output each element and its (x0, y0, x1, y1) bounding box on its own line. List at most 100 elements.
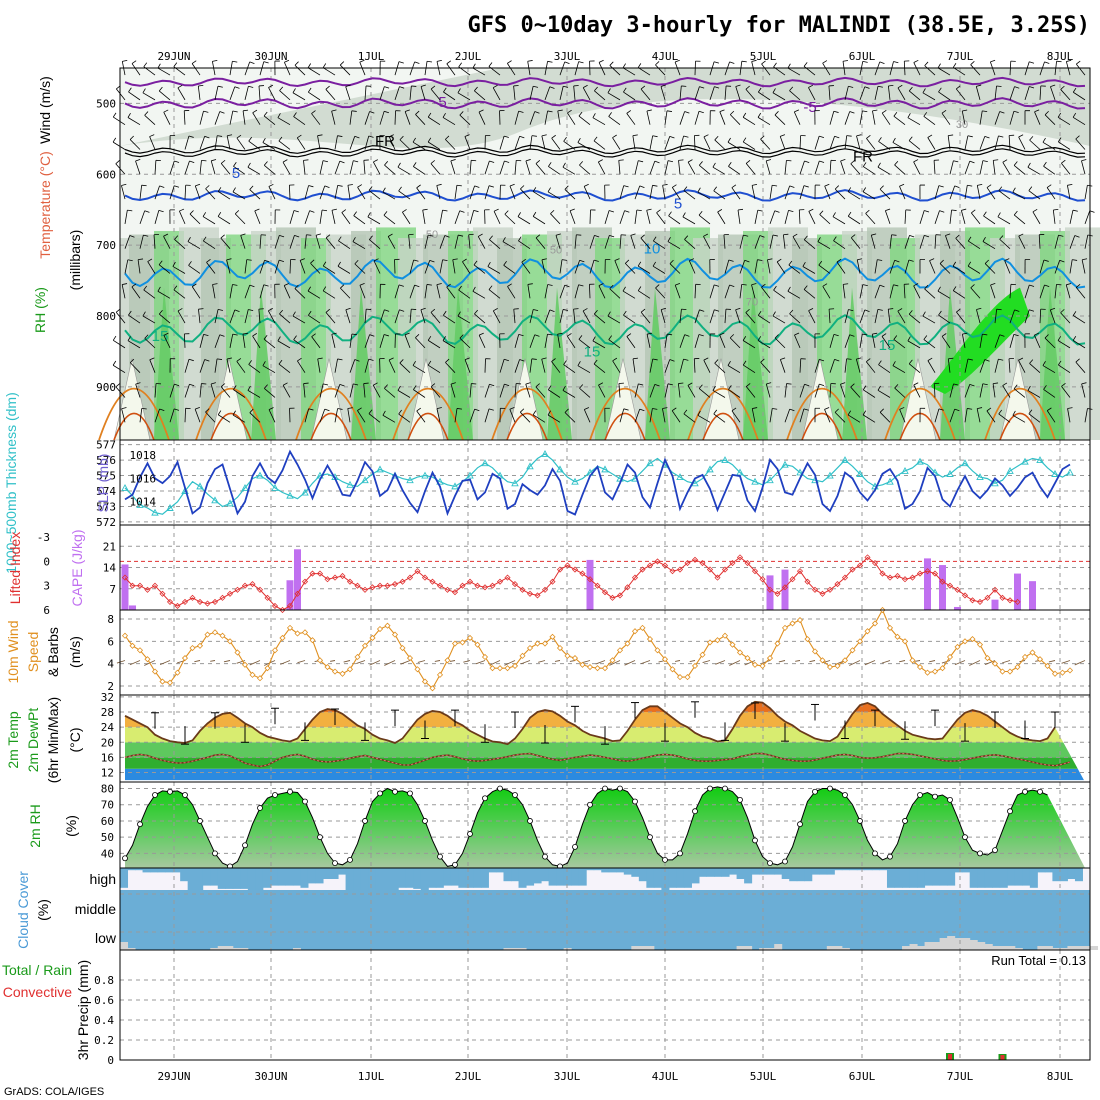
wind-barb (159, 660, 171, 666)
li-marker (864, 554, 871, 561)
wind-barb (840, 384, 846, 398)
wind-barb (593, 136, 598, 142)
cloud-low-bar (210, 948, 219, 950)
wind-speed-marker (384, 622, 391, 629)
wind-barb (893, 61, 899, 64)
cloud-low-bar (225, 946, 234, 950)
wind-barb (908, 313, 921, 324)
wind-barb (567, 112, 576, 125)
wind-barb (1002, 385, 1011, 398)
wind-barb (514, 334, 520, 348)
cloud-high-bar (947, 868, 956, 886)
wind-barb (514, 383, 517, 398)
wind-barb (442, 340, 456, 349)
bottom-date-label: 5JUL (750, 1070, 777, 1083)
wind-barb (592, 336, 596, 342)
wind-barb (787, 286, 791, 292)
wind-barb (472, 286, 476, 292)
wind-barb (654, 160, 660, 164)
wind-barb (783, 233, 789, 236)
wind-barb (349, 110, 353, 125)
wind-barb (264, 164, 276, 175)
cloud-low-bar (292, 948, 301, 950)
wind-speed-marker (354, 653, 361, 661)
thickness-marker (781, 460, 789, 468)
wind-barb (217, 187, 222, 192)
wind-barb (513, 309, 516, 324)
wind-barb (769, 210, 776, 225)
wind-barb (121, 183, 127, 186)
wind-barb (293, 116, 306, 126)
wind-barb (757, 112, 762, 118)
wind-barb (735, 309, 741, 324)
wind-barb (757, 336, 762, 341)
wind-barb (547, 187, 551, 193)
wind-barb (594, 235, 600, 238)
wind-barb (751, 283, 757, 286)
wind-barb (339, 383, 345, 387)
wind-barb (217, 216, 231, 225)
wind-speed-marker (819, 657, 826, 664)
wind-barb (218, 191, 231, 200)
wind-barb (519, 359, 525, 362)
wind-barb (563, 364, 576, 374)
wind-barb (664, 383, 669, 398)
wind-barb (908, 90, 921, 101)
wind-barb (879, 412, 891, 423)
wind-barb (956, 308, 961, 313)
wind-barb (976, 185, 981, 200)
wind-speed-marker (631, 628, 639, 635)
cape-bar (939, 565, 946, 610)
wind-barb (1050, 86, 1056, 101)
precip-convective-label: Convective (3, 984, 72, 1000)
wind-speed-marker (391, 631, 399, 638)
wind-barb (212, 60, 218, 62)
wind-barb (192, 283, 197, 287)
wind-barb (292, 311, 296, 317)
wind-barb (1029, 284, 1035, 287)
wind-barb (979, 334, 983, 348)
li-marker (549, 578, 556, 585)
li-marker (226, 590, 234, 597)
wind-barb (368, 358, 374, 361)
cloud-high-bar (638, 868, 647, 882)
wind-barb (547, 414, 561, 423)
thickness-marker (541, 449, 549, 457)
wind-barb (679, 359, 684, 373)
wind-barb (502, 237, 506, 242)
wind-barb (1009, 334, 1015, 348)
wind-barb (293, 112, 297, 117)
wind-barb (664, 160, 669, 175)
wind-barb (773, 289, 786, 299)
li-marker (309, 570, 316, 577)
wind-barb (243, 109, 249, 112)
wind-barb (141, 184, 147, 187)
wind-barb (1081, 383, 1086, 398)
wind-barb (828, 85, 831, 100)
wind-barb (843, 283, 849, 285)
wind-barb (731, 407, 737, 412)
wind-barb (252, 112, 261, 125)
wind-barb (412, 137, 416, 143)
cloud-high-bar (841, 868, 850, 871)
wind-barb (532, 216, 546, 225)
wind-barb (724, 309, 727, 324)
li-marker (429, 578, 436, 585)
wind-barb (1024, 309, 1030, 324)
wind-speed-marker (1044, 662, 1051, 669)
wind-barb (529, 111, 536, 125)
contour-label: 15 (152, 328, 169, 345)
wind-barb (727, 365, 741, 374)
wind-barb (459, 337, 471, 349)
li-marker (774, 590, 781, 597)
wind-barb (677, 383, 681, 398)
wind-barb (582, 308, 588, 312)
wind-barb (593, 140, 606, 150)
cloud-high-bar (766, 868, 775, 875)
wind-barb (154, 160, 157, 175)
wind-barb (263, 61, 269, 64)
wind-barb (189, 210, 194, 215)
wind-axis-label: Wind (m/s) (37, 76, 53, 144)
wind-barb (982, 241, 996, 250)
wind-barb (248, 309, 254, 312)
